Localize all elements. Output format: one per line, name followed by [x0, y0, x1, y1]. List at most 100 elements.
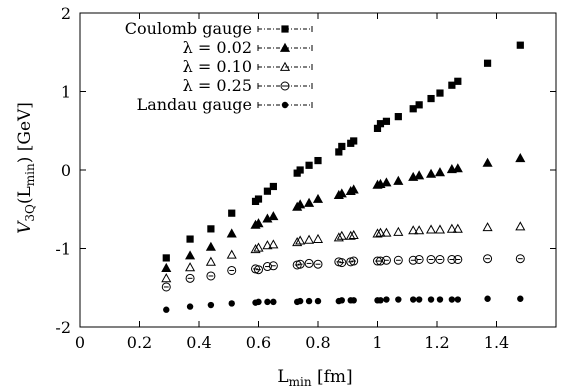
y-tick-label: -1 — [55, 240, 71, 259]
data-point — [452, 163, 463, 173]
x-label-unit: [fm] — [312, 367, 353, 387]
data-point — [312, 233, 324, 243]
data-point — [484, 295, 491, 302]
y-label-sub1: 3Q — [23, 204, 37, 222]
legend-item: λ = 0.10 — [183, 57, 313, 76]
data-point — [516, 41, 524, 49]
data-point — [377, 297, 384, 304]
data-point — [381, 177, 392, 187]
legend-item: λ = 0.25 — [183, 76, 313, 95]
data-point — [382, 117, 391, 125]
data-point — [185, 262, 196, 272]
data-point — [186, 235, 194, 243]
data-point — [414, 170, 425, 180]
data-point — [254, 265, 263, 275]
data-point — [206, 271, 216, 281]
data-point — [185, 250, 196, 260]
data-point — [205, 256, 216, 266]
data-point — [515, 152, 526, 163]
y-label-prefix: V — [15, 220, 35, 234]
data-point — [338, 142, 346, 151]
x-tick-label: 0 — [75, 333, 85, 352]
data-point — [515, 254, 525, 264]
data-point — [161, 262, 172, 272]
data-point — [338, 297, 345, 304]
data-point — [452, 223, 463, 233]
data-point — [335, 148, 343, 156]
x-tick-label: 1.4 — [484, 333, 509, 352]
data-point — [296, 166, 304, 174]
data-point — [161, 282, 171, 292]
data-point — [269, 182, 277, 191]
data-point — [393, 226, 404, 236]
data-point — [255, 298, 262, 306]
data-point — [410, 296, 417, 303]
x-label-base: L — [277, 367, 288, 387]
x-tick-label: 0.4 — [186, 333, 211, 352]
x-tick-label: 1 — [372, 333, 382, 352]
data-point — [262, 240, 273, 250]
data-point — [228, 209, 236, 217]
legend-marker — [281, 101, 289, 109]
data-point — [408, 225, 419, 235]
data-point — [517, 295, 524, 302]
data-point — [337, 258, 347, 268]
legend-marker — [280, 81, 290, 91]
data-point — [304, 234, 315, 244]
data-point — [446, 223, 457, 233]
data-point — [226, 249, 237, 259]
data-point — [270, 298, 277, 306]
data-point — [453, 254, 463, 264]
series-4 — [163, 295, 524, 313]
data-point — [207, 301, 215, 309]
data-point — [395, 296, 402, 303]
data-point — [426, 224, 437, 234]
data-point — [336, 230, 347, 240]
data-point — [345, 230, 356, 240]
data-point — [314, 156, 322, 165]
data-point — [348, 184, 359, 194]
data-point — [483, 254, 493, 264]
data-point — [414, 254, 424, 264]
data-point — [426, 254, 436, 264]
data-point — [292, 236, 303, 247]
data-point — [426, 168, 437, 178]
x-tick-label: 0.6 — [246, 333, 271, 352]
data-point — [336, 188, 347, 198]
data-point — [381, 255, 391, 265]
y-tick-label: 1 — [61, 83, 71, 102]
series-1 — [161, 152, 526, 272]
data-point — [253, 218, 264, 228]
data-point — [482, 222, 493, 232]
y-axis-label: V3Q(Lmin) [GeV] — [15, 102, 37, 234]
series-2 — [161, 221, 526, 283]
series-0 — [162, 41, 524, 262]
data-point — [304, 258, 314, 268]
data-point — [448, 296, 456, 303]
data-point — [314, 297, 322, 305]
data-point — [448, 81, 456, 89]
legend-item: Landau gauge — [137, 95, 313, 114]
data-point — [427, 296, 435, 303]
data-point — [427, 94, 435, 103]
legend-marker — [281, 25, 289, 33]
data-point — [264, 298, 271, 306]
y-tick-label: -2 — [55, 318, 71, 337]
y-tick-label: 0 — [61, 161, 71, 180]
data-point — [296, 297, 304, 305]
data-point — [253, 242, 264, 252]
data-point — [254, 195, 263, 203]
y-label-suffix: ) [GeV] — [15, 102, 35, 163]
data-point — [394, 113, 402, 121]
data-point — [304, 197, 315, 207]
legend-marker — [279, 42, 291, 52]
data-point — [226, 228, 237, 238]
data-point — [349, 256, 359, 266]
data-point — [313, 259, 323, 269]
data-point — [268, 239, 279, 249]
data-point — [434, 224, 446, 234]
y-label-mid: (L — [15, 186, 35, 204]
data-point — [372, 228, 383, 238]
legend-item: Coulomb gauge — [125, 19, 313, 38]
